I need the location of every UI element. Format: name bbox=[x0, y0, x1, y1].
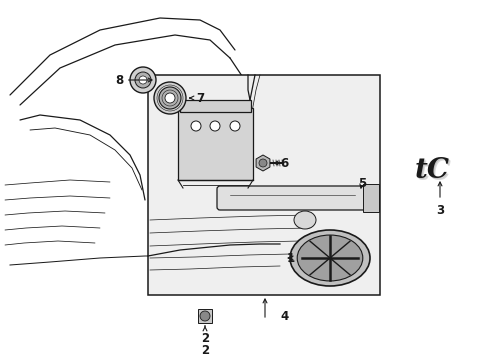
FancyBboxPatch shape bbox=[217, 186, 367, 210]
Circle shape bbox=[200, 311, 209, 321]
Circle shape bbox=[139, 76, 147, 84]
Bar bbox=[178, 108, 252, 180]
Circle shape bbox=[229, 121, 240, 131]
Text: 2: 2 bbox=[201, 326, 209, 345]
Circle shape bbox=[191, 121, 201, 131]
Circle shape bbox=[130, 67, 156, 93]
Text: 4: 4 bbox=[280, 310, 288, 324]
Text: 5: 5 bbox=[357, 176, 366, 189]
Circle shape bbox=[164, 93, 175, 103]
Bar bbox=[148, 75, 379, 295]
Bar bbox=[180, 100, 250, 112]
Text: 3: 3 bbox=[435, 203, 443, 216]
Bar bbox=[362, 184, 378, 212]
Bar bbox=[198, 309, 212, 323]
Circle shape bbox=[154, 82, 185, 114]
Ellipse shape bbox=[293, 211, 315, 229]
Circle shape bbox=[209, 121, 220, 131]
Circle shape bbox=[135, 72, 151, 88]
Text: 2: 2 bbox=[201, 343, 209, 356]
Text: 1: 1 bbox=[286, 252, 295, 265]
Text: 6: 6 bbox=[273, 157, 287, 170]
Circle shape bbox=[159, 87, 181, 109]
Ellipse shape bbox=[297, 235, 362, 281]
Circle shape bbox=[259, 159, 266, 167]
Text: 7: 7 bbox=[189, 91, 203, 104]
Ellipse shape bbox=[289, 230, 369, 286]
Polygon shape bbox=[256, 155, 269, 171]
Text: tC: tC bbox=[415, 158, 450, 185]
Text: 8: 8 bbox=[115, 73, 152, 86]
Text: tC: tC bbox=[416, 158, 451, 185]
Text: tC: tC bbox=[414, 157, 449, 184]
